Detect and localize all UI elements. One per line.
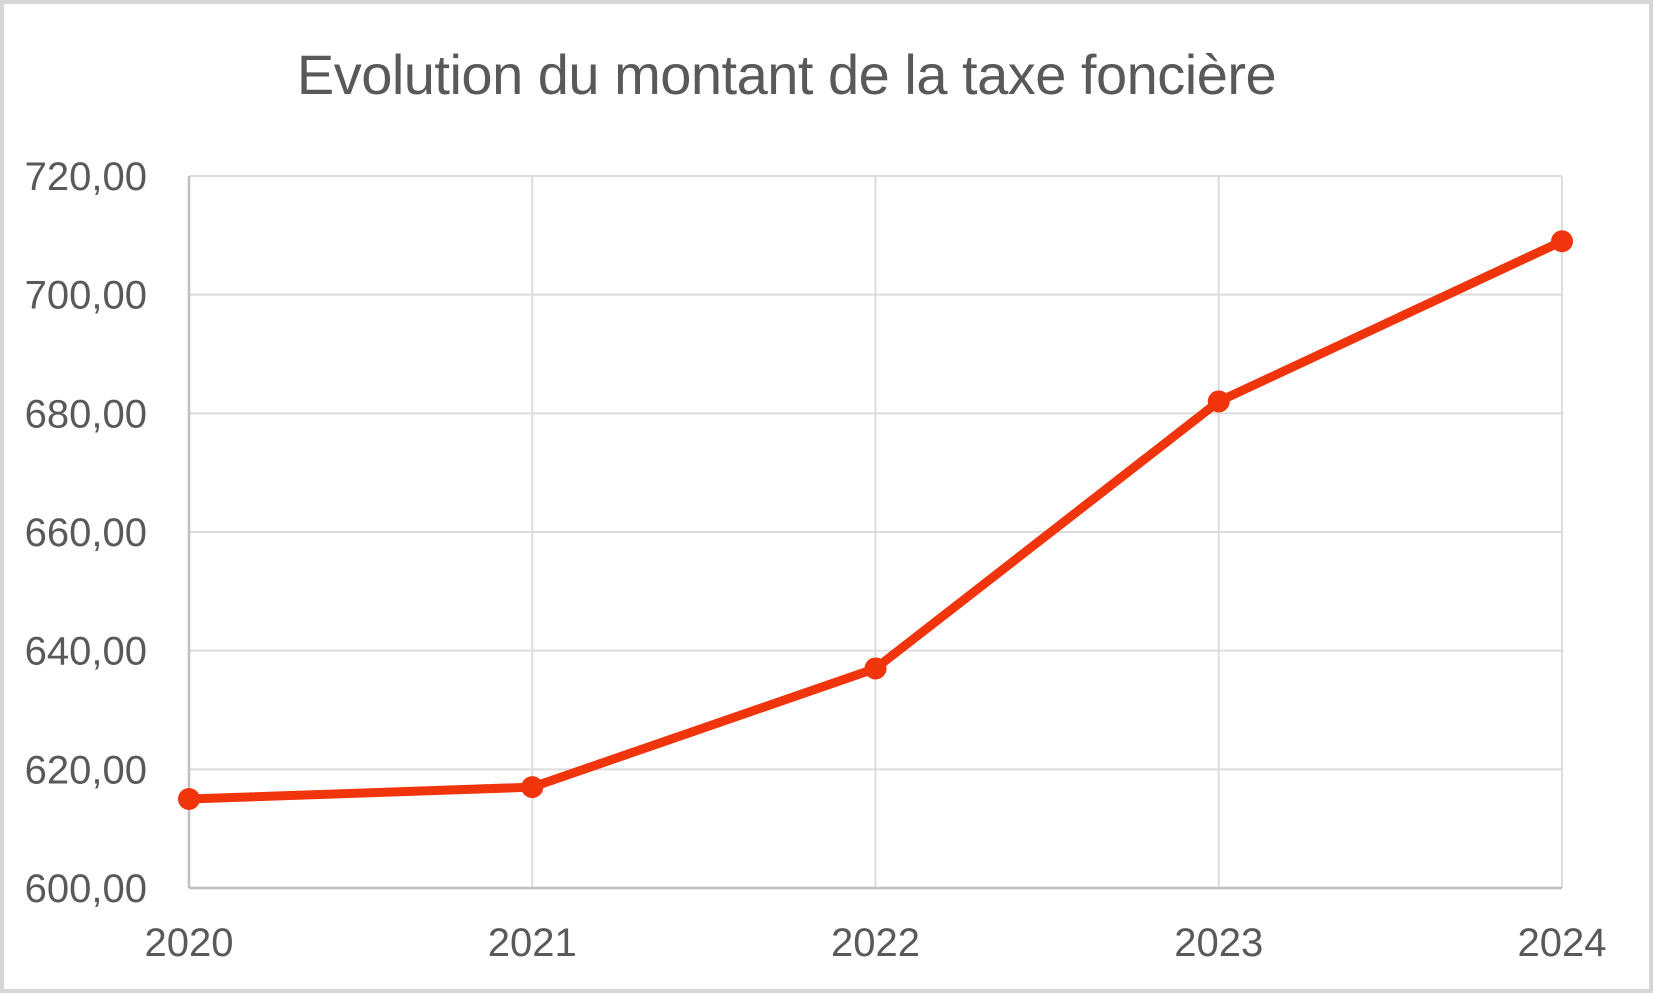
- y-tick-label: 640,00: [25, 630, 147, 674]
- y-tick-label: 620,00: [25, 748, 147, 792]
- data-point-2022: [864, 657, 887, 680]
- x-tick-label: 2023: [1174, 921, 1263, 965]
- chart-title: Evolution du montant de la taxe foncière: [296, 43, 1277, 106]
- x-tick-label: 2020: [145, 921, 234, 965]
- y-tick-label: 700,00: [25, 274, 147, 318]
- x-tick-label: 2021: [488, 921, 577, 965]
- data-point-2023: [1207, 390, 1230, 413]
- y-tick-label: 680,00: [25, 392, 147, 436]
- y-tick-label: 660,00: [25, 511, 147, 555]
- x-tick-label: 2022: [831, 921, 920, 965]
- x-tick-label: 2024: [1518, 921, 1607, 965]
- data-point-2024: [1551, 230, 1573, 253]
- y-tick-label: 600,00: [25, 867, 147, 911]
- data-point-2020: [178, 788, 200, 810]
- y-tick-label: 720,00: [25, 155, 147, 199]
- data-point-2021: [521, 776, 544, 799]
- line-chart: 600,00 620,00 640,00 660,00 680,00 700,00 720,…: [25, 155, 1607, 965]
